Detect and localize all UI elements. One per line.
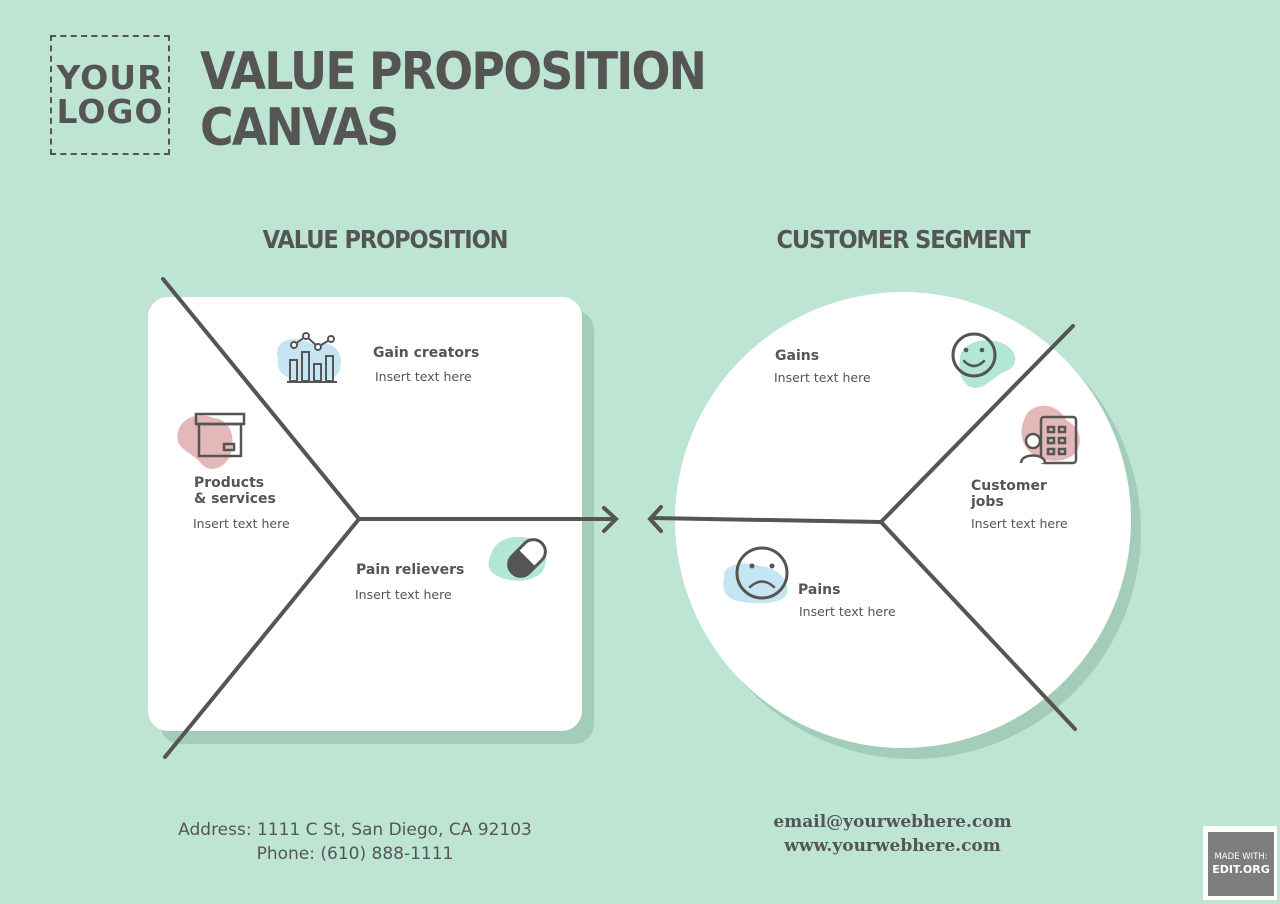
gains-text[interactable]: Insert text here <box>774 370 871 385</box>
box-icon <box>177 412 246 469</box>
logo-text-line2: LOGO <box>56 92 164 131</box>
vp-divider-upper <box>161 277 361 521</box>
value-proposition-square <box>148 297 582 731</box>
badge-text-line1: MADE WITH: <box>1214 852 1268 862</box>
logo-placeholder: YOUR LOGO <box>50 35 170 155</box>
products-services-label-line2: & services <box>194 491 276 507</box>
phone-text: Phone: (610) 888-1111 <box>256 844 454 864</box>
gain-creators-label: Gain creators <box>373 345 480 361</box>
products-services-label-line1: Products <box>194 475 265 491</box>
pains-text[interactable]: Insert text here <box>799 604 896 619</box>
vp-divider-lower <box>163 517 361 759</box>
cs-divider-upper <box>879 324 1075 524</box>
value-proposition-heading: VALUE PROPOSITION <box>262 225 509 254</box>
customer-segment-circle <box>675 292 1131 748</box>
pains-label: Pains <box>798 582 841 598</box>
cs-divider-lower <box>879 520 1077 731</box>
customer-jobs-text[interactable]: Insert text here <box>971 516 1068 531</box>
customer-segment-heading: CUSTOMER SEGMENT <box>776 225 1030 254</box>
pain-relievers-label: Pain relievers <box>356 562 465 578</box>
badge-text-line2: EDIT.ORG <box>1212 863 1270 876</box>
pill-icon <box>488 536 547 581</box>
products-services-text[interactable]: Insert text here <box>193 516 290 531</box>
cs-connector-line <box>649 516 883 524</box>
customer-jobs-label-line2: jobs <box>971 494 1004 510</box>
address-text: Address: 1111 C St, San Diego, CA 92103 <box>178 820 532 840</box>
gains-label: Gains <box>775 348 820 364</box>
logo-text-line1: YOUR <box>56 58 164 97</box>
worker-building-icon <box>1019 405 1080 465</box>
customer-jobs-label-line1: Customer <box>971 478 1047 494</box>
made-with-badge[interactable]: MADE WITH: EDIT.ORG <box>1208 832 1274 896</box>
address-block: Address: 1111 C St, San Diego, CA 92103 … <box>130 818 580 866</box>
right-arrow-head <box>602 506 619 533</box>
page-title-line2: CANVAS <box>200 98 399 158</box>
website-link[interactable]: www.yourwebhere.com <box>784 836 1001 856</box>
bar-chart-icon <box>277 332 341 383</box>
smiley-icon <box>951 332 1016 388</box>
page-title-line1: VALUE PROPOSITION <box>200 42 707 102</box>
gain-creators-text[interactable]: Insert text here <box>375 369 472 384</box>
sad-face-icon <box>723 546 789 604</box>
pain-relievers-text[interactable]: Insert text here <box>355 587 452 602</box>
page-title: VALUE PROPOSITION CANVAS <box>200 42 707 158</box>
left-arrow-head <box>647 505 663 533</box>
email-link[interactable]: email@yourwebhere.com <box>773 812 1012 832</box>
web-contact-block: email@yourwebhere.com www.yourwebhere.co… <box>740 810 1045 858</box>
